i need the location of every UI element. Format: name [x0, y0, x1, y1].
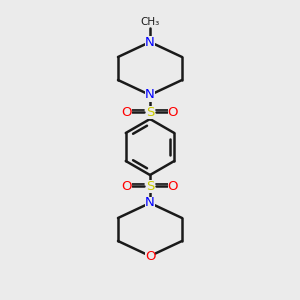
Text: N: N [145, 88, 155, 101]
Text: O: O [168, 106, 178, 118]
Text: N: N [145, 196, 155, 209]
Text: O: O [122, 179, 132, 193]
Text: N: N [145, 35, 155, 49]
Text: S: S [146, 106, 154, 118]
Text: O: O [122, 106, 132, 118]
Text: CH₃: CH₃ [140, 17, 160, 27]
Text: O: O [145, 250, 155, 262]
Text: S: S [146, 179, 154, 193]
Text: O: O [168, 179, 178, 193]
